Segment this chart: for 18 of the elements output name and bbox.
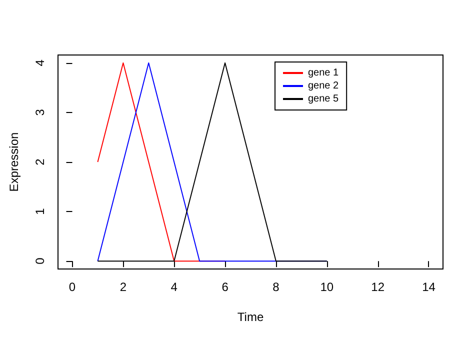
x-tick-label: 2 bbox=[120, 280, 127, 294]
x-tick-label: 10 bbox=[320, 280, 334, 294]
x-axis-title: Time bbox=[237, 310, 264, 324]
y-tick-label: 1 bbox=[33, 208, 47, 215]
x-tick-label: 4 bbox=[170, 280, 178, 294]
y-axis-title: Expression bbox=[7, 132, 21, 192]
y-tick-label: 0 bbox=[33, 257, 47, 264]
x-tick-label: 0 bbox=[68, 280, 76, 294]
legend-label: gene 2 bbox=[308, 80, 340, 92]
x-tick-label: 12 bbox=[371, 280, 385, 294]
y-tick-label: 2 bbox=[33, 158, 47, 166]
y-tick-label: 3 bbox=[33, 108, 47, 116]
y-tick-label: 4 bbox=[33, 59, 47, 66]
legend-label: gene 5 bbox=[308, 94, 340, 104]
x-tick-label: 14 bbox=[422, 280, 436, 294]
legend-label: gene 1 bbox=[308, 68, 340, 78]
x-tick-label: 8 bbox=[272, 280, 280, 294]
x-tick-label: 6 bbox=[222, 280, 229, 294]
